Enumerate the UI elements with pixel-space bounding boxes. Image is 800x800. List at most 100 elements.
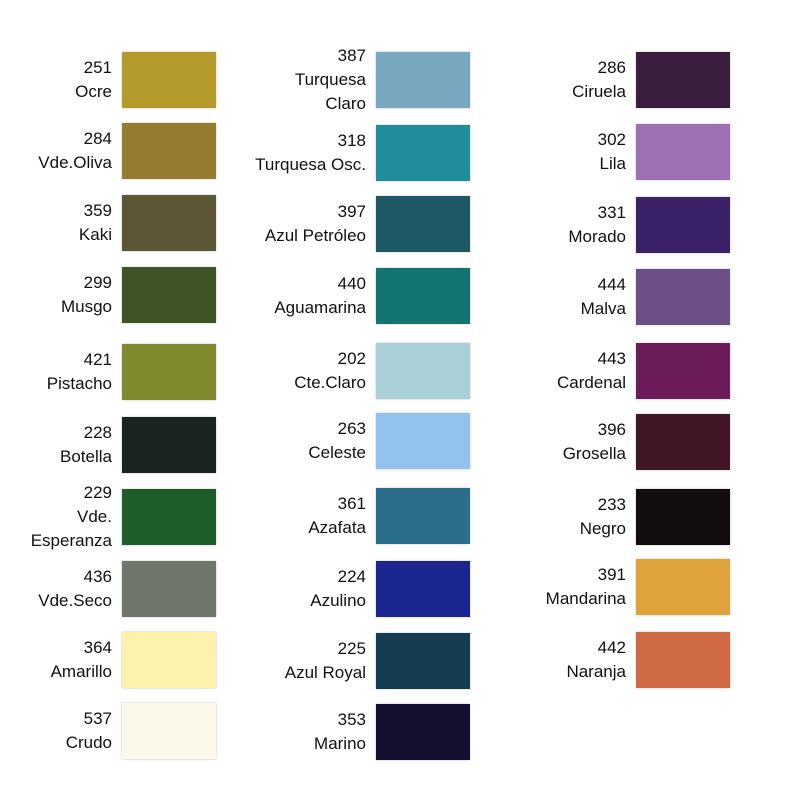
color-item: 331 Morado (436, 197, 730, 253)
color-swatch (636, 269, 730, 325)
color-name: Azul Petróleo (264, 226, 366, 245)
color-label: 331 Morado (568, 201, 626, 249)
color-swatch (636, 559, 730, 615)
color-name: Vde.Oliva (38, 153, 112, 172)
color-item: 302 Lila (436, 124, 730, 180)
color-item: 443 Cardenal (436, 343, 730, 399)
color-name: Botella (60, 447, 112, 466)
color-label: 440 Aguamarina (274, 272, 366, 320)
color-label: 443 Cardenal (557, 347, 626, 395)
color-item: 364 Amarillo (0, 632, 216, 688)
color-code: 397 (337, 202, 366, 221)
color-name: Turquesa (294, 70, 366, 89)
color-code: 251 (83, 58, 112, 77)
color-swatch (376, 268, 470, 324)
color-name: Negro (579, 519, 626, 538)
color-name: Ciruela (572, 82, 626, 101)
color-name: Claro (325, 94, 366, 113)
color-code: 286 (597, 58, 626, 77)
color-code: 318 (337, 131, 366, 150)
color-code: 229 (83, 483, 112, 502)
color-code: 228 (83, 423, 112, 442)
color-code: 359 (83, 201, 112, 220)
color-swatch (122, 489, 216, 545)
color-swatch (122, 632, 216, 688)
color-swatch (636, 197, 730, 253)
color-item: 224 Azulino (176, 561, 470, 617)
color-label: 361 Azafata (308, 492, 366, 540)
color-label: 302 Lila (598, 128, 626, 176)
color-name: Celeste (308, 443, 366, 462)
color-name: Grosella (562, 444, 626, 463)
color-name: Turquesa Osc. (255, 155, 366, 174)
color-label: 436 Vde.Seco (38, 565, 112, 613)
color-label: 444 Malva (581, 273, 626, 321)
color-item: 537 Crudo (0, 703, 216, 759)
color-code: 224 (337, 567, 366, 586)
color-label: 284 Vde.Oliva (38, 127, 112, 175)
color-label: 202 Cte.Claro (294, 347, 366, 395)
color-swatch (376, 704, 470, 760)
color-swatch (376, 52, 470, 108)
color-swatch (376, 488, 470, 544)
color-swatch (122, 123, 216, 179)
color-item: 202 Cte.Claro (176, 343, 470, 399)
color-label: 397 Azul Petróleo (265, 200, 366, 248)
color-swatch (376, 413, 470, 469)
color-name: Vde. (77, 507, 112, 526)
color-code: 442 (597, 638, 626, 657)
color-item: 436 Vde.Seco (0, 561, 216, 617)
color-swatch (122, 52, 216, 108)
color-code: 225 (337, 639, 366, 658)
color-name: Lila (599, 154, 626, 173)
color-swatch (636, 414, 730, 470)
color-name: Esperanza (30, 531, 112, 550)
color-item: 440 Aguamarina (176, 268, 470, 324)
color-label: 286 Ciruela (572, 56, 626, 104)
color-name: Azul Royal (284, 663, 366, 682)
color-code: 444 (597, 275, 626, 294)
color-swatch (636, 52, 730, 108)
color-code: 202 (337, 349, 366, 368)
color-name: Amarillo (50, 662, 112, 681)
color-name: Crudo (65, 733, 112, 752)
color-label: 225 Azul Royal (285, 637, 366, 685)
color-swatch (122, 267, 216, 323)
color-name: Azulino (310, 591, 366, 610)
color-label: 391 Mandarina (546, 563, 626, 611)
color-swatch (376, 125, 470, 181)
color-item: 299 Musgo (0, 267, 216, 323)
color-label: 387 Turquesa Claro (295, 44, 366, 116)
color-name: Ocre (75, 82, 112, 101)
color-name: Musgo (60, 297, 112, 316)
color-code: 387 (337, 46, 366, 65)
color-item: 442 Naranja (436, 632, 730, 688)
color-label: 364 Amarillo (51, 636, 112, 684)
color-label: 299 Musgo (61, 271, 112, 319)
color-name: Naranja (566, 662, 626, 681)
color-swatch (636, 489, 730, 545)
color-item: 444 Malva (436, 269, 730, 325)
color-name: Azafata (308, 518, 366, 537)
color-swatch (122, 195, 216, 251)
color-code: 331 (597, 203, 626, 222)
color-name: Cte.Claro (294, 373, 366, 392)
color-item: 359 Kaki (0, 195, 216, 251)
color-label: 318 Turquesa Osc. (255, 129, 366, 177)
color-label: 396 Grosella (563, 418, 626, 466)
color-code: 421 (83, 350, 112, 369)
color-code: 353 (337, 710, 366, 729)
color-swatch (376, 343, 470, 399)
color-code: 391 (597, 565, 626, 584)
color-name: Cardenal (557, 373, 626, 392)
color-item: 387 Turquesa Claro (176, 46, 470, 113)
color-item: 263 Celeste (176, 413, 470, 469)
color-name: Aguamarina (274, 298, 366, 317)
color-code: 299 (83, 273, 112, 292)
color-item: 286 Ciruela (436, 52, 730, 108)
color-code: 302 (597, 130, 626, 149)
color-label: 359 Kaki (79, 199, 112, 247)
color-item: 284 Vde.Oliva (0, 123, 216, 179)
color-label: 233 Negro (580, 493, 626, 541)
color-code: 443 (597, 349, 626, 368)
